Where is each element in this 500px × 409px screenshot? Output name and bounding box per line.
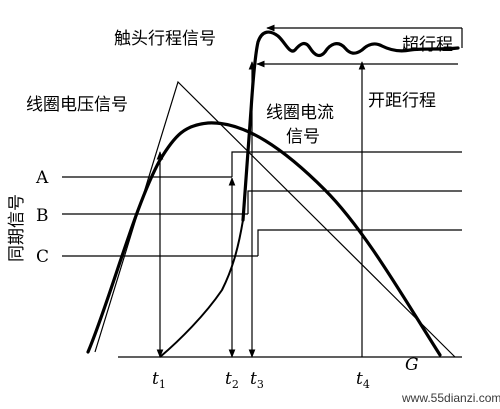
sync-signal-lines <box>62 151 462 257</box>
phase-a-step <box>231 151 462 177</box>
time-labels: t1 t2 t3 t4 <box>152 369 370 391</box>
t4-label: t4 <box>356 369 370 391</box>
contact-travel-label: 触头行程信号 <box>114 29 216 49</box>
t1-label: t1 <box>152 369 166 391</box>
coil-current-label-line2: 信号 <box>286 127 320 147</box>
sync-signal-label: 同期信号 <box>7 194 27 262</box>
t2-label: t2 <box>225 369 239 391</box>
ground-label: G <box>405 355 419 375</box>
phase-b-step <box>247 190 462 214</box>
coil-current-label-line1: 线圈电流 <box>266 103 334 123</box>
phase-c-label: C <box>36 247 49 267</box>
phase-a-label: A <box>35 168 49 188</box>
opening-distance-label: 开距行程 <box>368 91 436 111</box>
time-arrows <box>156 61 366 358</box>
watermark: www.55dianzi.com <box>401 391 500 405</box>
phase-c-step <box>257 229 462 256</box>
overtravel-label: 超行程 <box>402 35 453 55</box>
coil-voltage-curve <box>94 80 456 358</box>
coil-voltage-label: 线圈电压信号 <box>26 95 128 115</box>
coil-current-curve <box>86 121 442 357</box>
phase-b-label: B <box>36 206 49 226</box>
contact-travel-curve <box>241 30 460 222</box>
t3-label: t3 <box>250 369 264 391</box>
current-rise-curve <box>159 219 244 358</box>
